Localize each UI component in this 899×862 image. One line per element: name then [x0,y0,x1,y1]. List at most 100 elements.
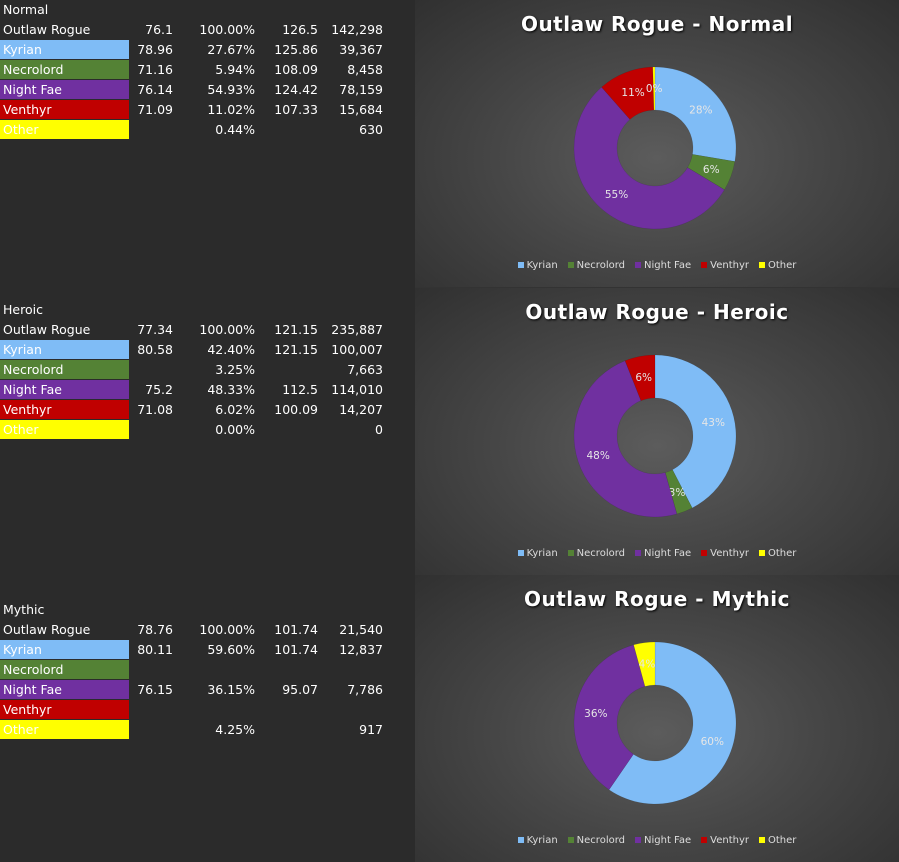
cell-c[interactable]: 124.42 [274,82,318,97]
cell-a[interactable]: 75.2 [145,382,173,397]
legend-item[interactable]: Necrolord [567,260,625,271]
row-label[interactable]: Outlaw Rogue [3,322,91,337]
cell-d[interactable]: 7,786 [347,682,383,697]
cell-c[interactable]: 121.15 [274,342,318,357]
cell-c[interactable]: 100.09 [274,402,318,417]
cell-c[interactable]: 125.86 [274,42,318,57]
legend-item[interactable]: Necrolord [567,548,625,559]
row-label[interactable]: Kyrian [0,640,129,659]
cell-b[interactable]: 0.44% [215,122,255,137]
cell-b[interactable]: 100.00% [199,322,255,337]
row-label[interactable]: Venthyr [0,400,129,419]
cell-a[interactable]: 71.08 [137,402,173,417]
cell-d[interactable]: 100,007 [331,342,383,357]
cell-b[interactable]: 54.93% [207,82,255,97]
row-label[interactable]: Necrolord [0,660,129,679]
cell-d[interactable]: 114,010 [331,382,383,397]
row-label[interactable]: Venthyr [0,700,129,719]
slice-necrolord[interactable] [687,154,736,191]
cell-b[interactable]: 59.60% [207,642,255,657]
legend-item[interactable]: Venthyr [701,260,749,271]
legend-item[interactable]: Kyrian [517,835,558,846]
cell-b[interactable]: 27.67% [207,42,255,57]
cell-b[interactable]: 4.25% [215,722,255,737]
slice-kyrian[interactable] [654,66,737,162]
row-label[interactable]: Kyrian [0,40,129,59]
section-label[interactable]: Heroic [3,302,43,317]
legend-item[interactable]: Night Fae [635,548,691,559]
cell-d[interactable]: 630 [359,122,383,137]
legend-item[interactable]: Necrolord [567,835,625,846]
cell-c[interactable]: 112.5 [282,382,318,397]
cell-c[interactable]: 95.07 [282,682,318,697]
row-label[interactable]: Outlaw Rogue [3,622,91,637]
cell-c[interactable]: 126.5 [282,22,318,37]
cell-d[interactable]: 15,684 [339,102,383,117]
row-label[interactable]: Necrolord [0,60,129,79]
row-label[interactable]: Kyrian [0,340,129,359]
row-label[interactable]: Other [0,720,129,739]
section-label[interactable]: Mythic [3,602,45,617]
slice-night-fae[interactable] [573,644,646,791]
row-label[interactable]: Other [0,420,129,439]
cell-a[interactable]: 78.76 [137,622,173,637]
slice-kyrian[interactable] [608,641,737,805]
cell-d[interactable]: 0 [375,422,383,437]
legend-item[interactable]: Night Fae [635,260,691,271]
cell-a[interactable]: 76.15 [137,682,173,697]
cell-b[interactable]: 0.00% [215,422,255,437]
slice-night-fae[interactable] [573,359,678,517]
cell-d[interactable]: 917 [359,722,383,737]
cell-b[interactable]: 5.94% [215,62,255,77]
legend-item[interactable]: Venthyr [701,548,749,559]
legend-item[interactable]: Other [759,548,796,559]
cell-b[interactable]: 42.40% [207,342,255,357]
row-label[interactable]: Other [0,120,129,139]
cell-b[interactable]: 48.33% [207,382,255,397]
slice-venthyr[interactable] [624,354,656,401]
section-label[interactable]: Normal [3,2,49,17]
row-label[interactable]: Night Fae [0,680,129,699]
cell-d[interactable]: 39,367 [339,42,383,57]
cell-d[interactable]: 235,887 [331,322,383,337]
cell-b[interactable]: 36.15% [207,682,255,697]
cell-d[interactable]: 7,663 [347,362,383,377]
cell-d[interactable]: 14,207 [339,402,383,417]
cell-c[interactable]: 107.33 [274,102,318,117]
slice-night-fae[interactable] [573,86,725,230]
cell-a[interactable]: 80.11 [137,642,173,657]
row-label[interactable]: Necrolord [0,360,129,379]
cell-b[interactable]: 3.25% [215,362,255,377]
row-label[interactable]: Venthyr [0,100,129,119]
slice-necrolord[interactable] [664,468,693,514]
cell-a[interactable]: 71.16 [137,62,173,77]
row-label[interactable]: Night Fae [0,80,129,99]
cell-a[interactable]: 76.14 [137,82,173,97]
cell-d[interactable]: 12,837 [339,642,383,657]
row-label[interactable]: Night Fae [0,380,129,399]
legend-item[interactable]: Night Fae [635,835,691,846]
cell-d[interactable]: 78,159 [339,82,383,97]
cell-a[interactable]: 78.96 [137,42,173,57]
legend-item[interactable]: Venthyr [701,835,749,846]
cell-c[interactable]: 108.09 [274,62,318,77]
cell-a[interactable]: 80.58 [137,342,173,357]
cell-b[interactable]: 6.02% [215,402,255,417]
row-label[interactable]: Outlaw Rogue [3,22,91,37]
cell-b[interactable]: 11.02% [207,102,255,117]
cell-a[interactable]: 77.34 [137,322,173,337]
cell-b[interactable]: 100.00% [199,622,255,637]
legend-item[interactable]: Other [759,260,796,271]
cell-d[interactable]: 142,298 [331,22,383,37]
cell-c[interactable]: 121.15 [274,322,318,337]
cell-b[interactable]: 100.00% [199,22,255,37]
cell-c[interactable]: 101.74 [274,642,318,657]
legend-item[interactable]: Kyrian [517,548,558,559]
slice-other[interactable] [652,66,656,111]
legend-item[interactable]: Kyrian [517,260,558,271]
cell-a[interactable]: 76.1 [145,22,173,37]
slice-other[interactable] [633,641,656,687]
legend-item[interactable]: Other [759,835,796,846]
cell-c[interactable]: 101.74 [274,622,318,637]
cell-d[interactable]: 8,458 [347,62,383,77]
